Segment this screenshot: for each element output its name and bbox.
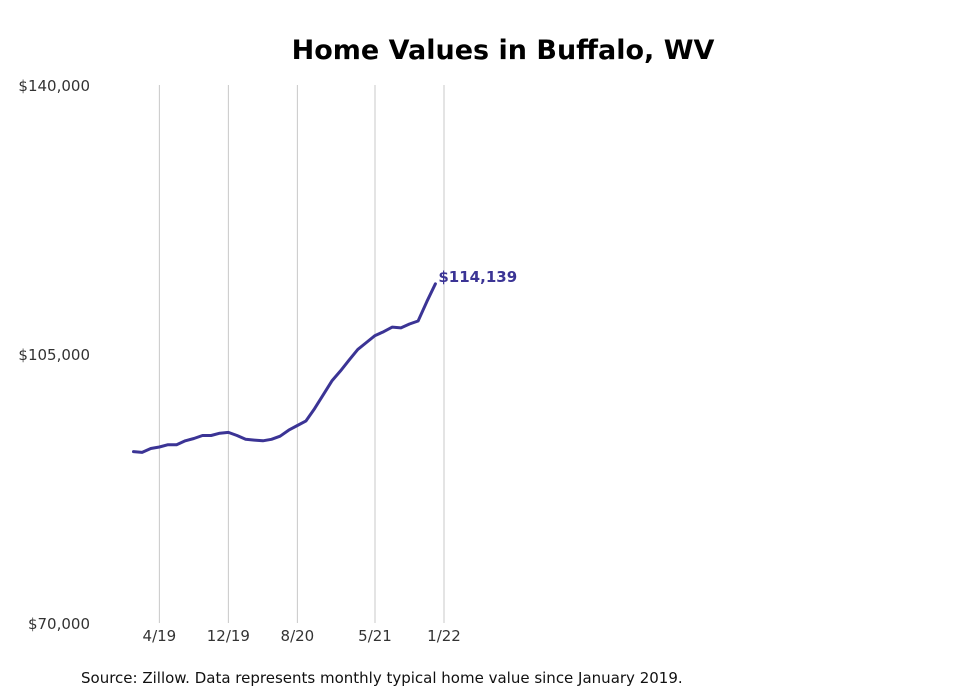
y-tick-label: $140,000 (18, 77, 90, 95)
series-line-0 (132, 282, 437, 454)
x-tick-label: 1/22 (427, 627, 461, 645)
x-tick-label: 5/21 (358, 627, 392, 645)
y-tick-label: $70,000 (28, 615, 90, 633)
x-tick-label: 12/19 (207, 627, 250, 645)
end-value-label: $114,139 (438, 268, 517, 286)
x-tick-label: 4/19 (143, 627, 177, 645)
x-axis-ticks: 4/19 12/19 8/20 5/21 1/22 (143, 627, 461, 645)
source-note: Source: Zillow. Data represents monthly … (81, 669, 683, 687)
x-tick-label: 8/20 (281, 627, 315, 645)
y-axis-ticks: $70,000 $105,000 $140,000 (18, 77, 90, 633)
series-group (132, 282, 437, 454)
y-tick-label: $105,000 (18, 346, 90, 364)
vertical-gridlines (158, 85, 445, 623)
chart-title: Home Values in Buffalo, WV (292, 35, 715, 66)
